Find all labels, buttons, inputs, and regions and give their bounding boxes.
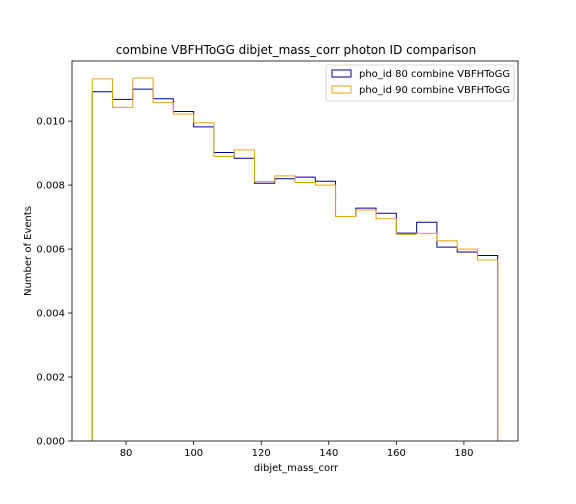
x-tick-label: 180	[454, 448, 473, 459]
axes-layer: 80 100 120 140 160 180 0.000 0.002 0.004 0.006 0.0…	[36, 60, 519, 459]
legend-swatch-2	[331, 85, 352, 94]
y-tick-label: 0.006	[36, 245, 65, 256]
series-2-step-line	[91, 77, 499, 441]
chart-title: combine VBFHToGG dibjet_mass_corr photon…	[116, 43, 476, 57]
x-tick-label: 80	[120, 448, 133, 459]
plot-frame	[71, 60, 519, 442]
y-axis-label: Number of Events	[23, 206, 34, 296]
x-tick-label: 140	[319, 448, 338, 459]
legend-entry-1: pho_id 80 combine VBFHToGG	[359, 69, 510, 80]
x-axis-label: dibjet_mass_corr	[254, 463, 339, 474]
x-tick-label: 120	[252, 448, 271, 459]
y-tick-label: 0.000	[36, 437, 65, 448]
y-tick-label: 0.010	[36, 117, 65, 128]
legend-box	[325, 64, 515, 102]
y-tick-label: 0.002	[36, 373, 65, 384]
x-tick-label: 100	[184, 448, 203, 459]
legend-swatch-1	[331, 69, 352, 78]
x-tick-label: 160	[387, 448, 406, 459]
series-1-step-line	[91, 88, 499, 441]
series-layer	[91, 77, 499, 441]
y-tick-label: 0.008	[36, 181, 65, 192]
y-tick-label: 0.004	[36, 309, 65, 320]
legend-entry-2: pho_id 90 combine VBFHToGG	[359, 85, 510, 96]
legend: pho_id 80 combine VBFHToGG pho_id 90 comb…	[325, 64, 515, 102]
